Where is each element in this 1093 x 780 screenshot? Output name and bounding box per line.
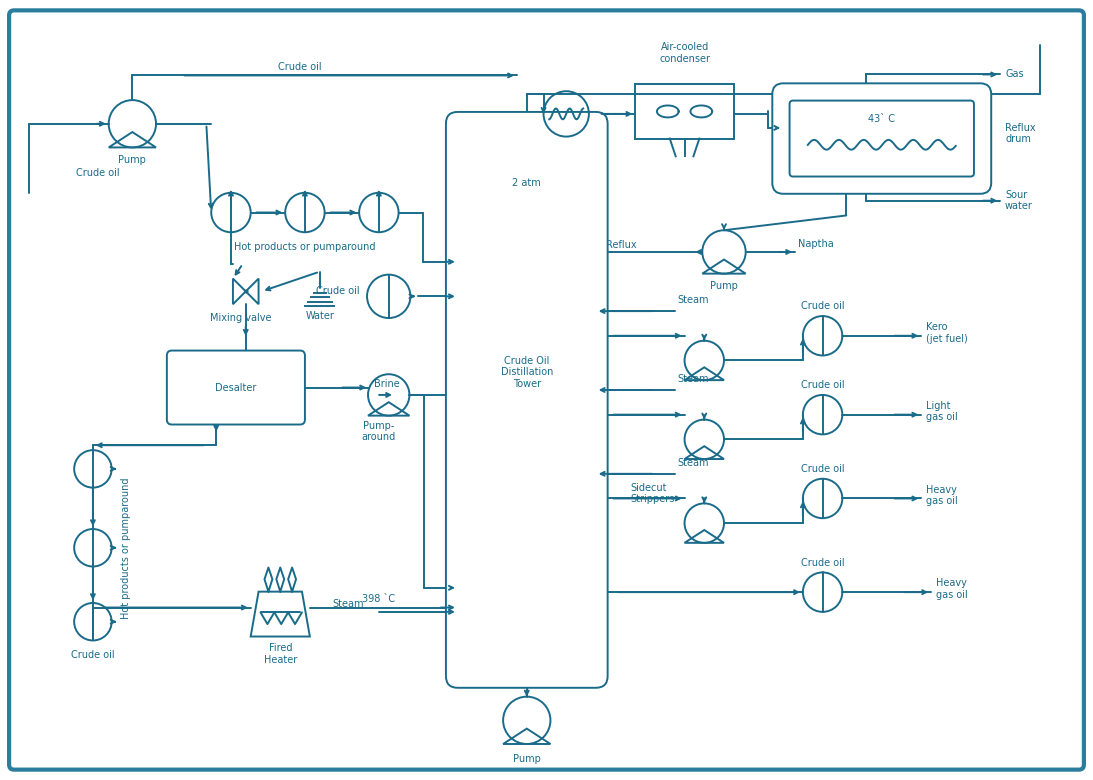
Text: Naptha: Naptha bbox=[798, 239, 834, 249]
Text: 43` C: 43` C bbox=[868, 114, 895, 124]
FancyBboxPatch shape bbox=[167, 350, 305, 424]
Text: Desalter: Desalter bbox=[215, 382, 257, 392]
Text: Gas: Gas bbox=[1006, 69, 1024, 80]
Text: 2 atm: 2 atm bbox=[513, 178, 541, 188]
FancyBboxPatch shape bbox=[446, 112, 608, 688]
Text: Crude oil: Crude oil bbox=[77, 168, 119, 178]
Text: Water: Water bbox=[305, 311, 334, 321]
Text: Steam: Steam bbox=[678, 458, 709, 468]
Text: 398 `C: 398 `C bbox=[362, 594, 396, 604]
Text: Crude oil: Crude oil bbox=[316, 286, 360, 296]
Text: Pump: Pump bbox=[710, 282, 738, 292]
Text: Pump-
around: Pump- around bbox=[362, 420, 396, 442]
FancyBboxPatch shape bbox=[773, 83, 991, 193]
Text: Heavy
gas oil: Heavy gas oil bbox=[926, 484, 957, 506]
Bar bbox=[635, 84, 733, 139]
Text: Pump: Pump bbox=[118, 155, 146, 165]
Text: Crude oil: Crude oil bbox=[71, 651, 115, 660]
Text: Reflux
drum: Reflux drum bbox=[1006, 122, 1036, 144]
Text: Light
gas oil: Light gas oil bbox=[926, 401, 957, 423]
Text: Hot products or pumparound: Hot products or pumparound bbox=[234, 242, 376, 252]
FancyBboxPatch shape bbox=[789, 101, 974, 176]
Text: Crude oil: Crude oil bbox=[801, 464, 845, 474]
Text: Mixing valve: Mixing valve bbox=[210, 313, 271, 323]
Text: Crude oil: Crude oil bbox=[279, 62, 321, 72]
Text: Hot products or pumparound: Hot products or pumparound bbox=[121, 477, 131, 619]
Text: Air-cooled
condenser: Air-cooled condenser bbox=[659, 42, 710, 63]
Text: Crude oil: Crude oil bbox=[801, 301, 845, 311]
Text: Steam: Steam bbox=[678, 295, 709, 305]
Text: Heavy
gas oil: Heavy gas oil bbox=[936, 579, 967, 600]
Text: Crude oil: Crude oil bbox=[801, 380, 845, 390]
Text: Sour
water: Sour water bbox=[1006, 190, 1033, 211]
Text: Brine: Brine bbox=[374, 378, 400, 388]
Text: Steam: Steam bbox=[332, 599, 364, 609]
Text: Crude oil: Crude oil bbox=[801, 558, 845, 568]
Text: Steam: Steam bbox=[678, 374, 709, 384]
Text: Fired
Heater: Fired Heater bbox=[263, 644, 297, 665]
Text: Reflux: Reflux bbox=[606, 240, 636, 250]
Text: Kero
(jet fuel): Kero (jet fuel) bbox=[926, 322, 968, 344]
Text: Sidecut
Strippers: Sidecut Strippers bbox=[631, 483, 674, 505]
Text: Crude Oil
Distillation
Tower: Crude Oil Distillation Tower bbox=[501, 356, 553, 389]
Text: Pump: Pump bbox=[513, 753, 541, 764]
